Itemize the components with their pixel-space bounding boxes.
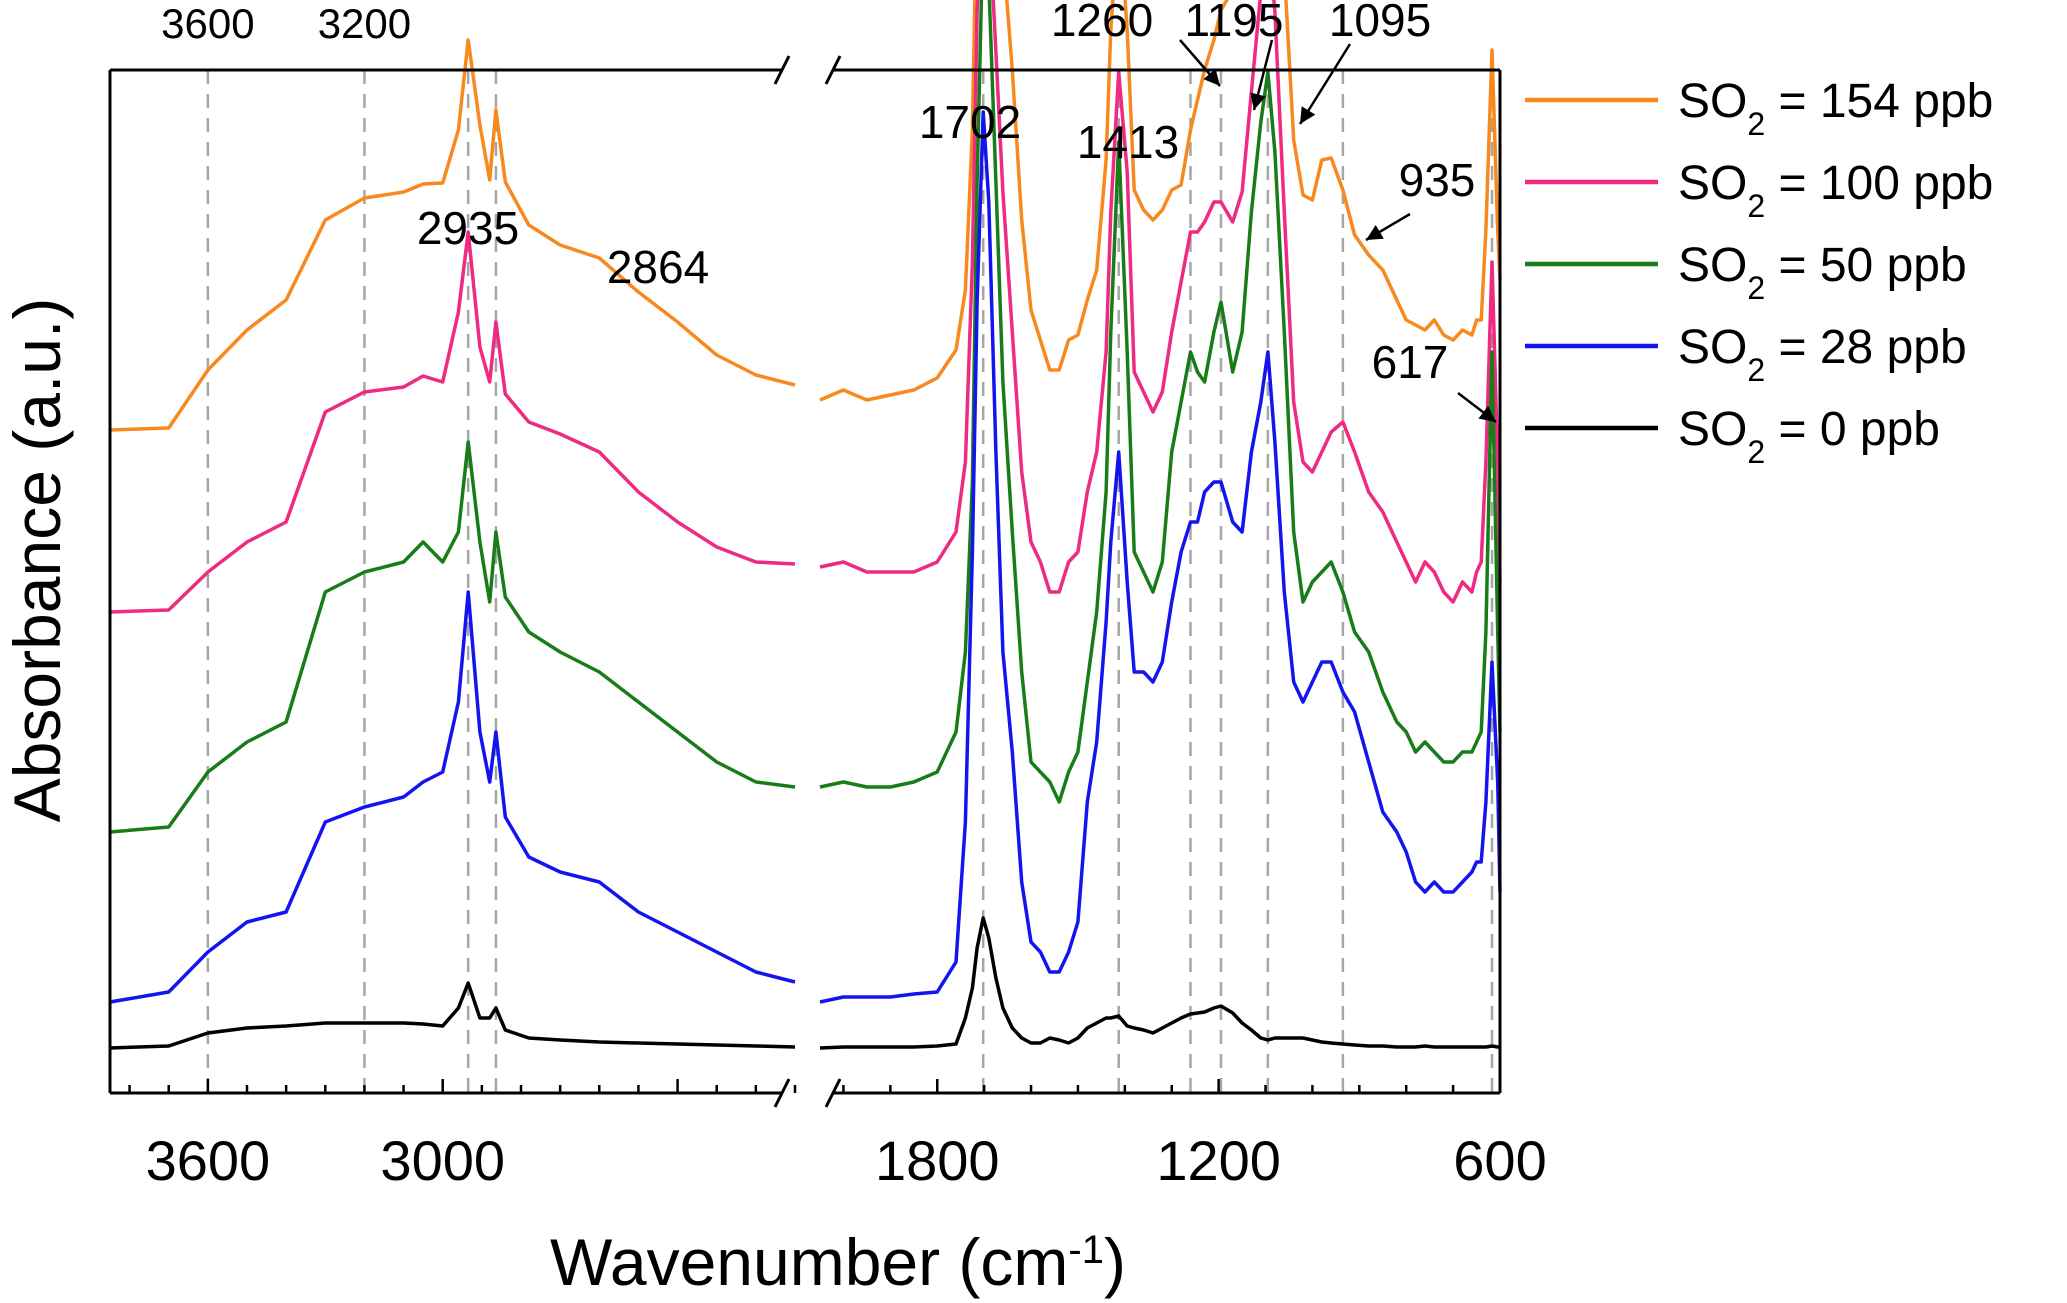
legend-label-prefix-4: SO bbox=[1678, 403, 1747, 456]
peak-label-1413: 1413 bbox=[1077, 116, 1179, 168]
top-label-3600: 3600 bbox=[161, 0, 254, 47]
legend-label-sub-2: 2 bbox=[1747, 270, 1765, 306]
axis-break-top-b bbox=[824, 55, 842, 85]
legend-label-1: SO2 = 100 ppb bbox=[1678, 157, 1993, 224]
series-line-so2-0-ppb-low bbox=[819, 916, 1500, 1050]
legend-label-sub-3: 2 bbox=[1747, 352, 1765, 388]
legend-label-sub-1: 2 bbox=[1747, 188, 1765, 224]
peak-label-1260: 1260 bbox=[1051, 0, 1153, 46]
legend-label-suffix-1: = 100 ppb bbox=[1765, 157, 1993, 210]
series-line-so2-50-ppb-high bbox=[109, 440, 796, 834]
top-labels: 3600 3200 bbox=[161, 0, 411, 47]
axis-break-top-a bbox=[773, 55, 791, 85]
series-line-so2-154-ppb-low bbox=[819, 0, 1502, 402]
series-line-so2-28-ppb-low bbox=[819, 110, 1502, 1004]
x-axis-title-main: Wavenumber (cm bbox=[550, 1225, 1068, 1299]
series-line-so2-28-ppb-high bbox=[109, 590, 796, 1004]
peak-label-2935: 2935 bbox=[417, 202, 519, 254]
series-line-so2-100-ppb-low bbox=[819, 0, 1502, 604]
series-line-so2-100-ppb-high bbox=[109, 230, 796, 614]
legend-label-prefix-3: SO bbox=[1678, 321, 1747, 374]
x-axis-title-close: ) bbox=[1104, 1225, 1126, 1299]
axes bbox=[108, 55, 1502, 1108]
axis-break-bottom-b bbox=[824, 1078, 842, 1108]
x-tick-label-1200: 1200 bbox=[1156, 1129, 1281, 1192]
legend-label-prefix-2: SO bbox=[1678, 239, 1747, 292]
peak-label-617: 617 bbox=[1372, 336, 1449, 388]
axis-break-bottom-a bbox=[773, 1078, 791, 1108]
peak-label-1195: 1195 bbox=[1185, 0, 1284, 46]
y-axis-title: Absorbance (a.u.) bbox=[0, 298, 74, 823]
peak-arrowhead-935 bbox=[1366, 224, 1384, 240]
peak-label-1095: 1095 bbox=[1329, 0, 1431, 46]
legend-label-suffix-3: = 28 ppb bbox=[1765, 321, 1967, 374]
peak-label-1702: 1702 bbox=[919, 96, 1021, 148]
peak-arrowhead-617 bbox=[1478, 405, 1496, 422]
x-tick-label-3000: 3000 bbox=[380, 1129, 505, 1192]
peak-label-935: 935 bbox=[1399, 154, 1476, 206]
peak-arrowhead-1260 bbox=[1203, 68, 1220, 86]
legend-label-sub-0: 2 bbox=[1747, 106, 1765, 142]
legend-label-prefix-0: SO bbox=[1678, 75, 1747, 128]
legend-label-4: SO2 = 0 ppb bbox=[1678, 403, 1940, 470]
x-tick-label-1800: 1800 bbox=[875, 1129, 1000, 1192]
legend-label-prefix-1: SO bbox=[1678, 157, 1747, 210]
x-tick-label-3600: 3600 bbox=[146, 1129, 271, 1192]
legend-label-suffix-0: = 154 ppb bbox=[1765, 75, 1993, 128]
top-label-3200: 3200 bbox=[318, 0, 411, 47]
legend-label-0: SO2 = 154 ppb bbox=[1678, 75, 1993, 142]
peak-arrowhead-1195 bbox=[1250, 92, 1266, 110]
series-group bbox=[109, 0, 1502, 1050]
legend-label-suffix-4: = 0 ppb bbox=[1765, 403, 1940, 456]
series-line-so2-0-ppb-high bbox=[109, 981, 796, 1050]
legend-label-suffix-2: = 50 ppb bbox=[1765, 239, 1967, 292]
legend-label-sub-4: 2 bbox=[1747, 434, 1765, 470]
series-line-so2-154-ppb-high bbox=[109, 38, 796, 432]
x-axis-title-sup: -1 bbox=[1068, 1228, 1104, 1272]
x-tick-label-600: 600 bbox=[1453, 1129, 1546, 1192]
peak-label-2864: 2864 bbox=[607, 241, 709, 293]
tick-labels: 3600 3000 1800 1200 600 bbox=[146, 1129, 1547, 1192]
peak-arrowhead-1095 bbox=[1300, 106, 1316, 124]
legend-label-3: SO2 = 28 ppb bbox=[1678, 321, 1967, 388]
x-axis-title: Wavenumber (cm-1) bbox=[550, 1225, 1126, 1299]
peak-labels: 1260 1195 1095 1702 1413 2935 2864 935 617 bbox=[417, 0, 1497, 423]
series-line-so2-50-ppb-low bbox=[819, 0, 1502, 804]
legend-label-2: SO2 = 50 ppb bbox=[1678, 239, 1967, 306]
